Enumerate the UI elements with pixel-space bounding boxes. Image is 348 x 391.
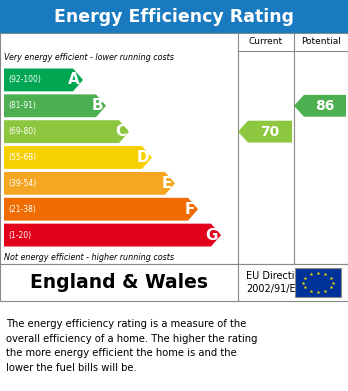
Bar [0,264,348,301]
Text: 86: 86 [315,99,335,113]
Polygon shape [4,146,152,169]
Text: (55-68): (55-68) [8,153,36,162]
Polygon shape [4,224,221,246]
Text: (81-91): (81-91) [8,101,36,110]
Bar [0,0,348,33]
Text: D: D [136,150,149,165]
Text: Energy Efficiency Rating: Energy Efficiency Rating [54,7,294,25]
Bar [0,33,348,264]
Text: EU Directive
2002/91/EC: EU Directive 2002/91/EC [246,271,306,294]
Text: G: G [206,228,218,242]
Text: 70: 70 [260,125,280,139]
Text: C: C [115,124,126,139]
Polygon shape [4,68,83,91]
Text: (21-38): (21-38) [8,205,36,214]
Text: (92-100): (92-100) [8,75,41,84]
Text: (1-20): (1-20) [8,231,31,240]
Polygon shape [294,95,346,117]
Polygon shape [4,120,129,143]
Bar [295,268,341,297]
Text: E: E [161,176,172,191]
Text: B: B [92,98,103,113]
Text: Very energy efficient - lower running costs: Very energy efficient - lower running co… [4,54,174,63]
Polygon shape [4,172,175,195]
Text: Current: Current [249,38,283,47]
Polygon shape [238,121,292,143]
Text: The energy efficiency rating is a measure of the
overall efficiency of a home. T: The energy efficiency rating is a measur… [6,319,258,373]
Text: F: F [185,202,195,217]
Text: Potential: Potential [301,38,341,47]
Text: (39-54): (39-54) [8,179,36,188]
Text: A: A [68,72,80,88]
Text: England & Wales: England & Wales [30,273,208,292]
Polygon shape [4,198,198,221]
Text: (69-80): (69-80) [8,127,36,136]
Polygon shape [4,94,106,117]
Text: Not energy efficient - higher running costs: Not energy efficient - higher running co… [4,253,174,262]
